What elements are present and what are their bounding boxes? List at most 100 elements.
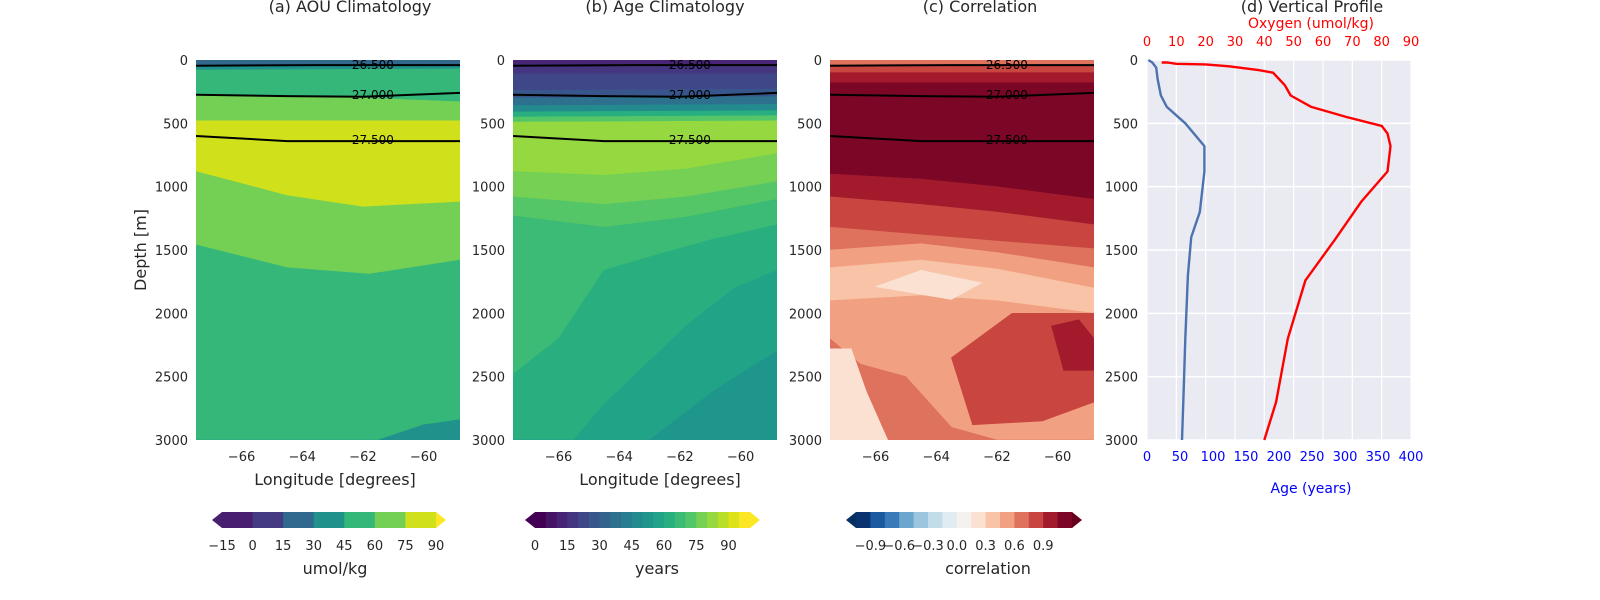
- aou-contour-plot: 26.500 27.000 27.500: [196, 58, 460, 440]
- contour-band-14: [513, 350, 777, 440]
- colorbar-segment: [642, 512, 654, 528]
- colorbar-segment: [928, 512, 943, 528]
- age-tick-label: 150: [1234, 450, 1259, 465]
- y-tick-label: 1000: [472, 181, 505, 196]
- colorbar-tick-label: 0: [531, 539, 539, 554]
- colorbar-tick-label: 15: [559, 539, 576, 554]
- panel-aou: (a) AOU Climatology 26.500 27.000 27.500 −…: [131, 0, 460, 578]
- density-contour-27.500: [513, 135, 777, 143]
- colorbar-extend-high: [1072, 512, 1082, 528]
- y-tick-label: 0: [180, 54, 188, 69]
- aou-y-axis-label: Depth [m]: [131, 209, 150, 291]
- density-contour-27.000: [830, 91, 1094, 98]
- colorbar-extend-high: [750, 512, 760, 528]
- y-tick-label: 1500: [155, 244, 188, 259]
- contour-band-7: [196, 419, 460, 440]
- colorbar-segment: [252, 512, 284, 528]
- colorbar-segment: [631, 512, 643, 528]
- colorbar-tick-label: −15: [208, 539, 235, 554]
- x-tick-label: −60: [1044, 450, 1071, 465]
- age-tick-label: 100: [1201, 450, 1226, 465]
- age-colorbar: 0 15 30 45 60 75 90: [525, 512, 760, 554]
- density-contour-27.500: [196, 135, 460, 143]
- density-label-26.500: 26.500: [352, 58, 394, 72]
- colorbar-segment: [1057, 512, 1073, 528]
- aou-x-ticks: −66 −64 −62 −60: [228, 450, 438, 465]
- plot-area: [513, 60, 777, 440]
- colorbar-segment: [739, 512, 751, 528]
- colorbar-tick-label: 60: [367, 539, 384, 554]
- y-tick-label: 3000: [789, 434, 822, 449]
- colorbar-segment: [913, 512, 929, 528]
- contour-band-12: [513, 224, 777, 440]
- oxygen-tick-label: 20: [1197, 35, 1214, 50]
- colorbar-segment: [1000, 512, 1015, 528]
- density-label-27.500: 27.500: [669, 133, 711, 147]
- colorbar-segment: [884, 512, 900, 528]
- colorbar-segment: [313, 512, 345, 528]
- contour-band-6: [196, 244, 460, 440]
- colorbar-segment: [728, 512, 740, 528]
- contour-band-2: [830, 72, 1094, 84]
- y-tick-label: 3000: [155, 434, 188, 449]
- y-tick-label: 1500: [789, 244, 822, 259]
- y-tick-label: 0: [814, 54, 822, 69]
- density-contour-27.000: [513, 91, 777, 98]
- density-contour-26.500: [513, 64, 777, 67]
- age-tick-label: 400: [1399, 450, 1424, 465]
- age-y-ticks: 0 500 1000 1500 2000 2500 3000: [472, 54, 505, 449]
- colorbar-segment: [405, 512, 437, 528]
- colorbar-segment: [1043, 512, 1059, 528]
- colorbar-segment: [674, 512, 686, 528]
- colorbar-segment: [344, 512, 376, 528]
- colorbar-tick-label: −0.3: [912, 539, 944, 554]
- colorbar-tick-label: 45: [336, 539, 353, 554]
- colorbar-segment: [535, 512, 547, 528]
- x-tick-label: −62: [666, 450, 693, 465]
- colorbar-segment: [578, 512, 590, 528]
- age-tick-label: 300: [1333, 450, 1358, 465]
- contour-band-3: [196, 95, 460, 122]
- plot-area: [196, 60, 460, 440]
- correlation-colorbar-label: correlation: [945, 559, 1031, 578]
- profile-y-tick-label: 500: [1113, 117, 1138, 132]
- colorbar-segment: [653, 512, 665, 528]
- x-tick-label: −64: [288, 450, 315, 465]
- aou-colorbar: −15 0 15 30 45 60 75 90: [208, 512, 446, 554]
- density-label-27.500: 27.500: [986, 133, 1028, 147]
- x-tick-label: −66: [228, 450, 255, 465]
- age-axis-label: Age (years): [1271, 481, 1352, 497]
- colorbar-tick-label: 0.6: [1004, 539, 1025, 554]
- colorbar-segment: [717, 512, 729, 528]
- contour-band-0: [513, 60, 777, 66]
- contour-band-6: [513, 110, 777, 118]
- y-tick-label: 0: [497, 54, 505, 69]
- panel-c-title: (c) Correlation: [923, 0, 1038, 16]
- contour-band-2: [513, 73, 777, 91]
- colorbar-segment: [942, 512, 958, 528]
- oxygen-tick-label: 0: [1143, 35, 1151, 50]
- density-contour-26.500: [830, 64, 1094, 67]
- aou-colorbar-label: umol/kg: [303, 559, 368, 578]
- y-tick-label: 2000: [155, 307, 188, 322]
- contour-patch-3: [1051, 319, 1094, 371]
- y-tick-label: 500: [797, 117, 822, 132]
- colorbar-tick-label: 75: [397, 539, 414, 554]
- contour-band-5: [513, 103, 777, 113]
- colorbar-segment: [856, 512, 871, 528]
- y-tick-label: 1000: [789, 181, 822, 196]
- age-contour-plot: 26.500 27.000 27.500: [513, 58, 777, 440]
- profile-y-tick-label: 0: [1130, 54, 1138, 69]
- age-tick-label: 350: [1366, 450, 1391, 465]
- colorbar-tick-label: −0.9: [855, 539, 887, 554]
- age-tick-label: 250: [1300, 450, 1325, 465]
- colorbar-segment: [1028, 512, 1044, 528]
- profile-y-tick-label: 1000: [1105, 181, 1138, 196]
- panel-vertical-profile: (d) Vertical Profile Oxygen (umol/kg) 0 5…: [1105, 0, 1424, 497]
- colorbar-segment: [621, 512, 633, 528]
- oxygen-axis-label: Oxygen (umol/kg): [1248, 16, 1374, 32]
- oxygen-tick-label: 40: [1256, 35, 1273, 50]
- x-tick-label: −66: [545, 450, 572, 465]
- oxygen-tick-label: 80: [1373, 35, 1390, 50]
